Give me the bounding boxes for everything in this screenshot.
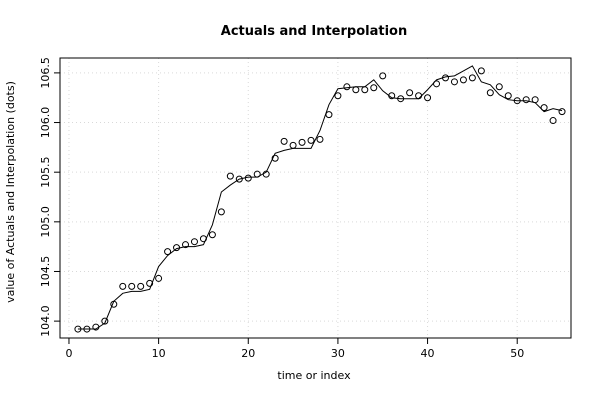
interpolation-line xyxy=(77,65,563,330)
actual-point xyxy=(173,244,181,252)
x-axis: 0 10 20 30 40 50 xyxy=(65,338,524,360)
actual-point xyxy=(441,74,449,82)
actual-point xyxy=(190,238,198,246)
actual-point xyxy=(540,104,548,112)
actual-point xyxy=(83,325,91,333)
x-tick-label: 30 xyxy=(331,347,345,360)
actual-point xyxy=(289,141,297,149)
actual-point xyxy=(316,135,324,143)
x-axis-label: time or index xyxy=(277,369,351,382)
y-tick-label: 105.5 xyxy=(39,156,52,188)
y-tick-label: 106.5 xyxy=(39,57,52,89)
actual-point xyxy=(388,92,396,100)
actual-point xyxy=(128,282,136,290)
x-tick-label: 40 xyxy=(421,347,435,360)
actual-point xyxy=(397,95,405,103)
actual-point xyxy=(253,170,261,178)
actual-point xyxy=(280,137,288,145)
actual-point xyxy=(164,248,172,256)
y-tick-label: 104.5 xyxy=(39,256,52,288)
actual-point xyxy=(370,84,378,92)
y-tick-label: 105.0 xyxy=(39,206,52,238)
actual-point xyxy=(558,108,566,116)
y-tick-label: 106.0 xyxy=(39,107,52,138)
y-axis: 104.0 104.5 105.0 105.5 106.0 106.5 xyxy=(39,57,60,337)
actual-point xyxy=(406,89,414,97)
actual-point xyxy=(549,117,557,125)
actual-point xyxy=(513,97,521,105)
actual-point xyxy=(119,282,127,290)
y-axis-label: value of Actuals and Interpolation (dots… xyxy=(4,81,17,303)
actual-point xyxy=(307,136,315,144)
x-tick-label: 50 xyxy=(510,347,524,360)
grid xyxy=(60,58,571,338)
x-tick-label: 0 xyxy=(65,347,72,360)
actual-point xyxy=(459,76,467,84)
actual-point xyxy=(352,86,360,94)
actual-point xyxy=(415,92,423,100)
actual-point xyxy=(343,83,351,91)
actual-point xyxy=(325,111,333,119)
actual-point xyxy=(182,241,190,249)
x-tick-label: 10 xyxy=(152,347,166,360)
actual-point xyxy=(235,175,243,183)
actual-point xyxy=(110,300,118,308)
actual-point xyxy=(433,80,441,88)
actual-point xyxy=(495,83,503,91)
x-tick-label: 20 xyxy=(241,347,255,360)
actual-point xyxy=(226,172,234,180)
actual-point xyxy=(155,274,163,282)
actual-point xyxy=(450,78,458,86)
actual-point xyxy=(504,92,512,100)
actual-point xyxy=(146,279,154,287)
actual-point xyxy=(424,94,432,102)
actual-point xyxy=(262,170,270,178)
actual-point xyxy=(74,325,82,333)
plot-frame xyxy=(59,57,572,339)
actual-point xyxy=(217,208,225,216)
interpolation-series xyxy=(77,65,563,330)
actuals-series xyxy=(74,67,566,333)
actual-point xyxy=(199,235,207,243)
actual-point xyxy=(379,72,387,80)
actual-point xyxy=(468,74,476,82)
y-tick-label: 104.0 xyxy=(39,305,52,337)
actual-point xyxy=(361,86,369,94)
actual-point xyxy=(244,174,252,182)
actual-point xyxy=(486,89,494,97)
actual-point xyxy=(477,67,485,75)
actual-point xyxy=(208,231,216,239)
actual-point xyxy=(271,154,279,162)
actual-point xyxy=(334,92,342,100)
actual-point xyxy=(298,138,306,146)
actual-point xyxy=(522,96,530,104)
actual-point xyxy=(137,282,145,290)
actual-point xyxy=(531,96,539,104)
actual-point xyxy=(92,323,100,331)
actual-point xyxy=(101,317,109,325)
chart-title: Actuals and Interpolation xyxy=(221,24,407,39)
